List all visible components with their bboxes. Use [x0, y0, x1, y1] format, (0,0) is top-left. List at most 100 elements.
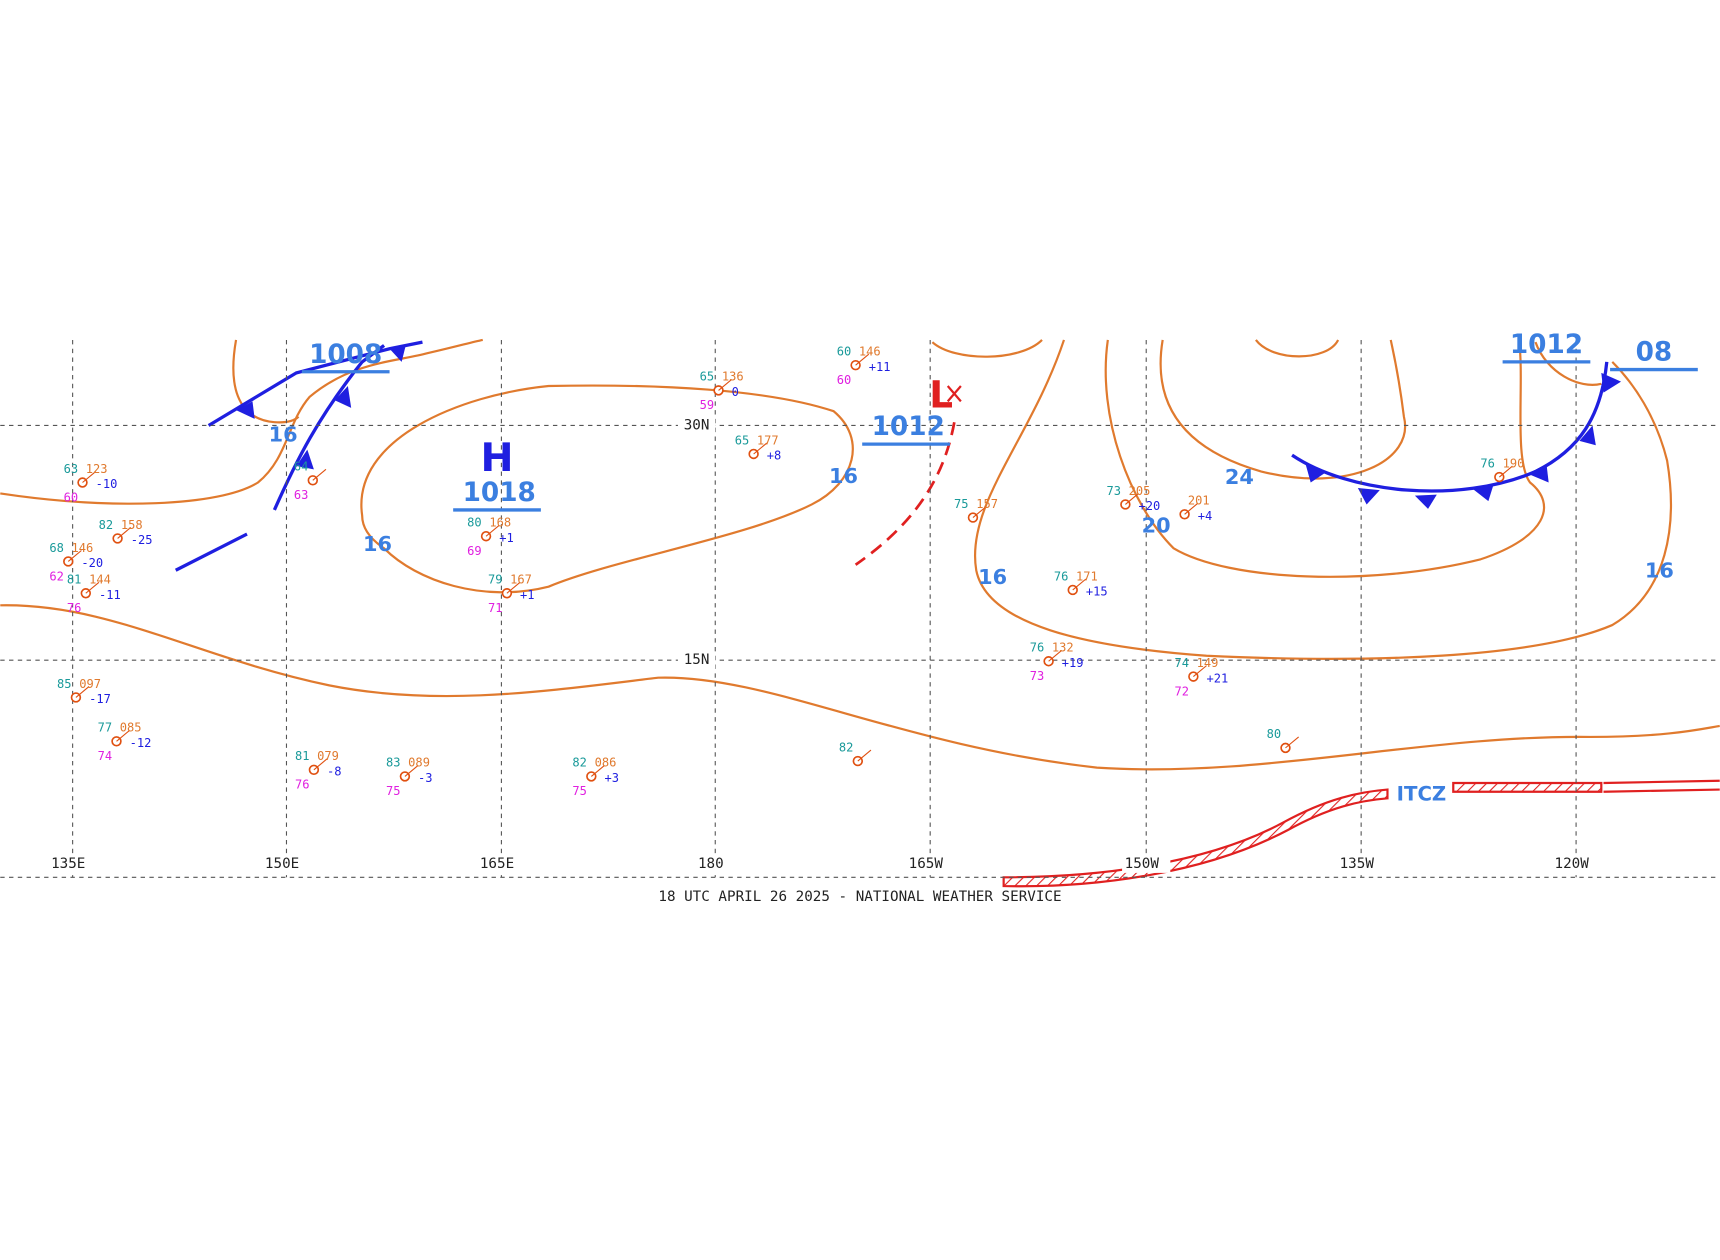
- station-temperature: 81: [295, 749, 310, 763]
- station-pressure: 158: [121, 518, 143, 532]
- wind-barb: [1048, 649, 1063, 662]
- longitude-label: 180: [698, 856, 724, 872]
- station-pressure: 079: [317, 749, 339, 763]
- label-bg: [1337, 855, 1386, 873]
- station-temperature: 76: [1030, 641, 1045, 655]
- station-pressure: 086: [595, 756, 617, 770]
- station-dewpoint: 59: [700, 398, 715, 412]
- longitude-label: 135W: [1340, 856, 1375, 872]
- latitude-label: 30N: [684, 417, 710, 433]
- front-barb: [1527, 463, 1549, 483]
- station-temperature: 63: [64, 462, 79, 476]
- station-temperature: 85: [57, 677, 72, 691]
- station-pressure: 146: [72, 541, 94, 555]
- label-bg: [906, 855, 955, 873]
- station-pressure: 201: [1188, 494, 1210, 508]
- label-bg: [262, 855, 311, 873]
- station-tendency: +11: [869, 360, 891, 374]
- station-temperature: 73: [1106, 484, 1121, 498]
- isobar: [360, 384, 854, 594]
- wind-barb: [855, 353, 870, 366]
- station-dewpoint: 60: [837, 373, 852, 387]
- station-pressure: 136: [722, 370, 744, 384]
- wind-barb: [590, 765, 605, 777]
- station-pressure: 177: [757, 433, 779, 447]
- low-pressure: 1012: [872, 412, 945, 442]
- high-pressure: 1018: [463, 478, 536, 508]
- station-dewpoint: 75: [386, 784, 401, 798]
- station-pressure: 146: [859, 345, 881, 359]
- cold-front: [1291, 361, 1609, 493]
- station-dewpoint: 60: [64, 490, 79, 504]
- station-tendency: 0: [732, 385, 739, 399]
- station-tendency: +21: [1207, 671, 1229, 685]
- longitude-label: 120W: [1555, 856, 1590, 872]
- front-barb: [296, 449, 314, 470]
- front-barb: [1414, 494, 1437, 509]
- wind-barb: [1285, 736, 1299, 749]
- isobar: [232, 339, 300, 424]
- station-pressure: 190: [1503, 456, 1525, 470]
- longitude-label: 165E: [480, 856, 514, 872]
- pressure-label: 1012: [1510, 330, 1583, 360]
- station-temperature: 82: [572, 756, 587, 770]
- station-tendency: -10: [96, 477, 118, 491]
- station-temperature: 65: [700, 370, 715, 384]
- label-bg: [677, 416, 716, 435]
- station-temperature: 76: [1054, 569, 1069, 583]
- station-temperature: 79: [488, 573, 503, 587]
- isobar: [1159, 339, 1407, 480]
- station-temperature: 65: [735, 433, 750, 447]
- isobar-label: 24: [1225, 465, 1254, 489]
- label-bg: [477, 855, 526, 873]
- itcz-band: [1002, 788, 1389, 888]
- station-pressure: 123: [86, 462, 108, 476]
- station-dewpoint: 75: [572, 784, 587, 798]
- station-dewpoint: 76: [295, 778, 310, 792]
- wind-barb: [485, 524, 500, 537]
- wind-barb: [85, 581, 100, 594]
- station-dewpoint: 63: [294, 488, 309, 502]
- isobar-label: 16: [978, 565, 1007, 589]
- wind-barb: [82, 471, 97, 483]
- cold-front: [207, 340, 423, 427]
- front-barb: [1305, 462, 1328, 483]
- isobar: [0, 604, 1720, 771]
- station-temperature: 81: [67, 573, 82, 587]
- station-pressure: 097: [79, 677, 101, 691]
- station-pressure: 205: [1129, 484, 1151, 498]
- wind-barb: [312, 468, 327, 481]
- label-bg: [691, 855, 740, 873]
- isobar: [1534, 341, 1602, 386]
- station-pressure: 085: [120, 721, 142, 735]
- station-temperature: 80: [1267, 727, 1282, 741]
- front-barb: [1473, 483, 1494, 502]
- station-pressure: 157: [976, 497, 998, 511]
- pressure-label: 1008: [309, 340, 382, 370]
- cold-front: [174, 532, 248, 572]
- station-temperature: 82: [839, 740, 854, 754]
- station-temperature: 74: [1174, 656, 1189, 670]
- station-temperature: 60: [837, 345, 852, 359]
- longitude-label: 150E: [265, 856, 299, 872]
- station-tendency: -20: [81, 556, 103, 570]
- station-temperature: 77: [98, 721, 113, 735]
- wind-barb: [753, 442, 768, 455]
- station-pressure: 168: [489, 516, 511, 530]
- station-pressure: 132: [1052, 641, 1074, 655]
- isobar-label: 16: [829, 464, 858, 488]
- itcz-band: [1452, 781, 1603, 793]
- station-temperature: 64: [294, 460, 309, 474]
- wind-barb: [1125, 493, 1139, 505]
- wind-barb: [1072, 578, 1087, 591]
- longitude-label: 150W: [1125, 856, 1160, 872]
- isobar-label: 16: [269, 422, 298, 446]
- wind-barb: [506, 581, 521, 594]
- wind-barb: [972, 506, 987, 519]
- isobar-label: 16: [1645, 558, 1674, 582]
- station-tendency: -8: [327, 765, 342, 779]
- latitude-label: 15N: [684, 652, 710, 668]
- isobars: [0, 338, 1720, 771]
- station-pressure: 149: [1197, 656, 1219, 670]
